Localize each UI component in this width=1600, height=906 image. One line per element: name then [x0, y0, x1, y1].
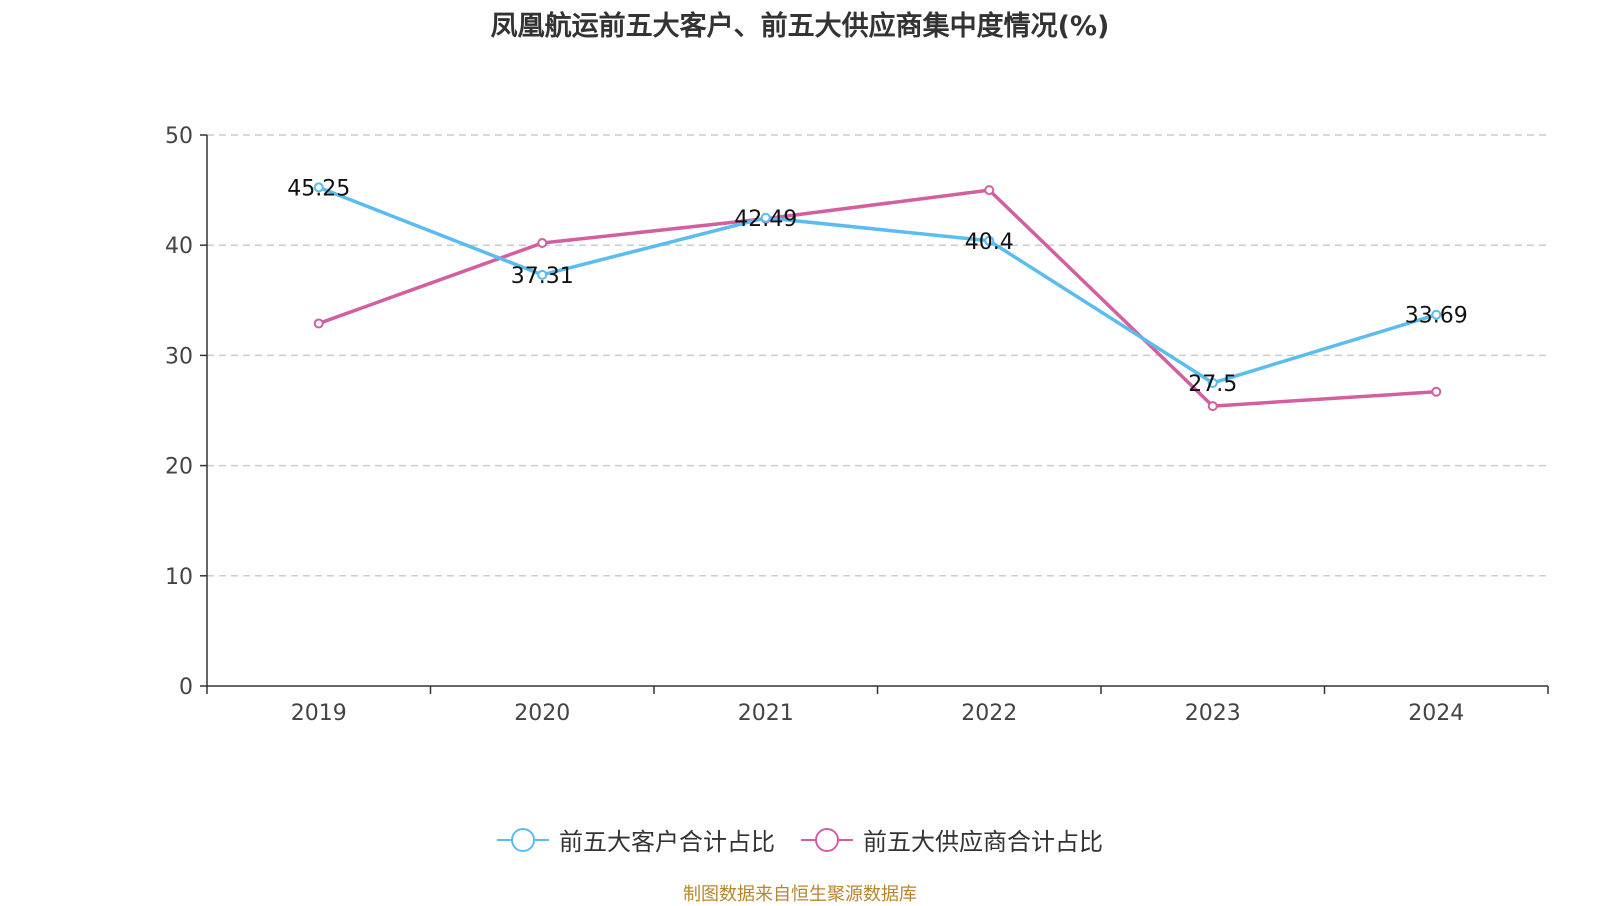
x-tick-label: 2024 [1408, 701, 1464, 726]
data-point [537, 269, 548, 280]
legend-customers-label: 前五大客户合计占比 [559, 828, 775, 856]
grid-lines [207, 134, 1548, 577]
legend-suppliers-dot [815, 827, 839, 852]
x-tick-label: 2023 [1185, 701, 1241, 726]
data-point [1207, 377, 1218, 388]
data-point [313, 182, 324, 193]
y-tick-label: 0 [179, 675, 193, 700]
source-note: 制图数据来自恒生聚源数据库 [683, 884, 917, 905]
legend-item-customers[interactable]: 前五大客户合计占比 [497, 822, 775, 857]
x-tick-label: 2022 [961, 701, 1017, 726]
data-labels: 45.25 37.31 42.49 40.4 27.5 33.69 [287, 176, 1467, 397]
data-point [1431, 386, 1442, 397]
legend-suppliers-label: 前五大供应商合计占比 [863, 828, 1103, 856]
data-point [537, 237, 548, 248]
data-point [984, 185, 995, 196]
data-point [984, 235, 995, 246]
y-tick-label: 40 [165, 234, 193, 259]
series-line-0 [318, 185, 1437, 385]
legend-suppliers-marker-icon [801, 827, 853, 853]
data-label: 33.69 [1405, 304, 1468, 329]
y-tick-label: 50 [165, 124, 193, 149]
data-label: 37.31 [511, 264, 574, 289]
chart-title: 凤凰航运前五大客户、前五大供应商集中度情况(%) [490, 11, 1110, 42]
series-line-1 [318, 188, 1437, 408]
legend-customers-marker-icon [497, 827, 549, 853]
data-label: 40.4 [965, 230, 1014, 255]
data-point [760, 212, 771, 223]
y-tick-label: 20 [165, 455, 193, 480]
data-label: 42.49 [734, 207, 797, 232]
data-label: 45.25 [287, 176, 350, 201]
data-label: 27.5 [1188, 372, 1237, 397]
data-point [313, 318, 324, 329]
data-point [1431, 309, 1442, 320]
legend: 前五大客户合计占比 前五大供应商合计占比 [0, 822, 1600, 857]
y-tick-label: 30 [165, 344, 193, 369]
series-lines [313, 182, 1442, 412]
x-tick-label: 2020 [514, 701, 570, 726]
x-tick-label: 2019 [291, 701, 347, 726]
legend-customers-dot [511, 827, 535, 852]
axes: 0 10 20 30 40 50 2019 2020 2021 2022 2023 2024 [165, 124, 1549, 726]
data-point [1207, 401, 1218, 412]
legend-item-suppliers[interactable]: 前五大供应商合计占比 [801, 822, 1103, 857]
x-tick-label: 2021 [738, 701, 794, 726]
y-tick-label: 10 [165, 565, 193, 590]
